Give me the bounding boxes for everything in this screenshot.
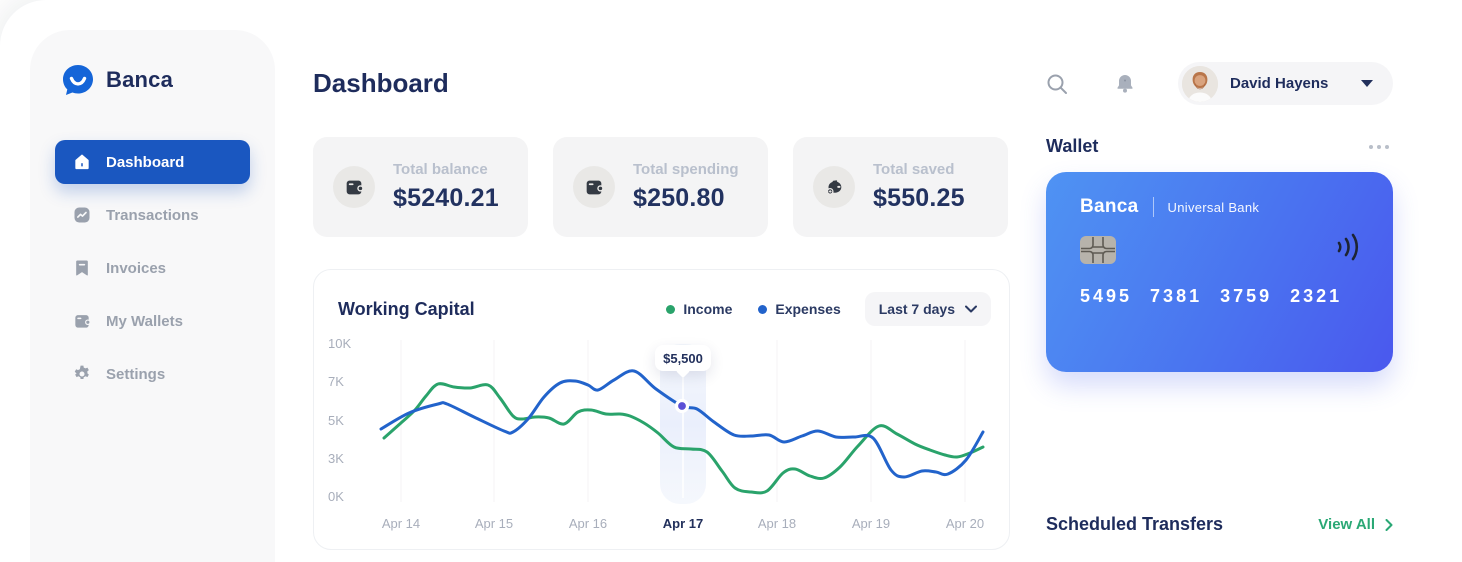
stat-value: $5240.21 bbox=[393, 184, 499, 212]
stat-label: Total balance bbox=[393, 161, 488, 178]
chip-icon bbox=[1080, 236, 1116, 264]
view-all-label: View All bbox=[1318, 516, 1375, 533]
transactions-icon bbox=[72, 205, 92, 225]
stat-card-total-spending: Total spending $250.80 bbox=[553, 137, 768, 237]
stat-card-total-saved: Total saved $550.25 bbox=[793, 137, 1008, 237]
header-actions: David Hayens bbox=[1044, 62, 1393, 105]
chart-legend: Income Expenses bbox=[666, 301, 841, 317]
x-tick: Apr 18 bbox=[757, 516, 797, 531]
gear-icon bbox=[72, 364, 92, 384]
expenses-dot-icon bbox=[758, 304, 768, 314]
chevron-down-icon bbox=[965, 305, 977, 313]
divider bbox=[1152, 197, 1154, 217]
sidebar-item-label: Transactions bbox=[106, 206, 199, 224]
chart-header: Working Capital Income Expenses Last 7 d… bbox=[314, 270, 1009, 326]
search-icon[interactable] bbox=[1044, 71, 1070, 97]
page-title: Dashboard bbox=[313, 68, 449, 98]
expenses-line bbox=[379, 369, 985, 479]
stat-value: $550.25 bbox=[873, 184, 965, 212]
working-capital-plot bbox=[379, 340, 985, 504]
x-tick: Apr 14 bbox=[381, 516, 421, 531]
chevron-right-icon bbox=[1385, 518, 1393, 531]
sidebar-item-my-wallets[interactable]: My Wallets bbox=[55, 299, 250, 343]
sidebar-item-label: My Wallets bbox=[106, 312, 183, 330]
wallet-title: Wallet bbox=[1046, 136, 1099, 156]
sidebar: Banca Dashboard Transactions Invoices bbox=[30, 30, 275, 562]
sidebar-item-label: Invoices bbox=[106, 259, 167, 277]
scheduled-transfers-title: Scheduled Transfers bbox=[1046, 514, 1224, 534]
legend-label: Income bbox=[683, 301, 733, 317]
sidebar-item-label: Settings bbox=[106, 365, 166, 383]
date-range-value: Last 7 days bbox=[878, 301, 955, 317]
bank-card-universal[interactable]: Banca Universal Bank 5495 7381 3759 2321… bbox=[1046, 172, 1393, 372]
y-tick: 10K bbox=[328, 336, 352, 351]
x-tick: Apr 19 bbox=[851, 516, 891, 531]
legend-item-expenses[interactable]: Expenses bbox=[758, 301, 841, 317]
user-menu[interactable]: David Hayens bbox=[1178, 62, 1393, 105]
user-name: David Hayens bbox=[1230, 75, 1329, 92]
x-tick: Apr 20 bbox=[945, 516, 985, 531]
avatar bbox=[1182, 65, 1218, 102]
y-tick: 7K bbox=[328, 374, 344, 389]
y-tick: 5K bbox=[328, 413, 344, 428]
x-tick: Apr 16 bbox=[568, 516, 608, 531]
view-all-link[interactable]: View All bbox=[1318, 516, 1393, 533]
card-number: 5495 7381 3759 2321 bbox=[1080, 286, 1343, 306]
chart-title: Working Capital bbox=[338, 298, 475, 319]
wallet-header: Wallet bbox=[1046, 136, 1393, 157]
sidebar-item-dashboard[interactable]: Dashboard bbox=[55, 140, 250, 184]
sidebar-item-label: Dashboard bbox=[106, 153, 185, 171]
legend-item-income[interactable]: Income bbox=[666, 301, 732, 317]
sidebar-item-transactions[interactable]: Transactions bbox=[55, 193, 250, 237]
y-tick: 0K bbox=[328, 489, 344, 504]
stat-label: Total spending bbox=[633, 161, 739, 178]
income-line bbox=[382, 382, 985, 495]
date-range-select[interactable]: Last 7 days bbox=[864, 292, 991, 326]
wallet-icon bbox=[72, 311, 92, 331]
card-brand: Banca bbox=[1080, 196, 1139, 217]
chart-tooltip: $5,500 bbox=[655, 345, 711, 371]
invoices-icon bbox=[72, 258, 92, 278]
active-point-marker[interactable] bbox=[674, 398, 690, 414]
bell-icon[interactable] bbox=[1112, 71, 1138, 97]
more-options-icon[interactable] bbox=[1365, 141, 1393, 153]
sidebar-item-settings[interactable]: Settings bbox=[55, 352, 250, 396]
y-tick: 3K bbox=[328, 451, 344, 466]
brand: Banca bbox=[30, 30, 275, 98]
wallet-stat-icon bbox=[573, 166, 615, 208]
legend-label: Expenses bbox=[775, 301, 841, 317]
chevron-down-icon bbox=[1361, 80, 1373, 87]
stat-label: Total saved bbox=[873, 161, 955, 178]
banca-logo-icon bbox=[60, 62, 96, 98]
x-tick-active: Apr 17 bbox=[662, 516, 704, 531]
sidebar-item-invoices[interactable]: Invoices bbox=[55, 246, 250, 290]
wallet-stat-icon bbox=[333, 166, 375, 208]
brand-name: Banca bbox=[106, 67, 174, 92]
sidebar-nav: Dashboard Transactions Invoices My Walle… bbox=[30, 140, 275, 396]
stat-card-total-balance: Total balance $5240.21 bbox=[313, 137, 528, 237]
card-bank-name: Universal Bank bbox=[1167, 199, 1260, 215]
income-dot-icon bbox=[666, 304, 676, 314]
stat-value: $250.80 bbox=[633, 184, 725, 212]
x-tick: Apr 15 bbox=[474, 516, 514, 531]
scheduled-transfers-header: Scheduled Transfers View All bbox=[1046, 514, 1393, 535]
contactless-icon bbox=[1333, 230, 1365, 264]
card-brand-row: Banca Universal Bank bbox=[1046, 172, 1393, 218]
piggy-bank-icon bbox=[813, 166, 855, 208]
working-capital-card: 10K 7K 5K 3K 0K Apr 14 Apr 15 Apr 16 Apr… bbox=[313, 269, 1010, 550]
home-icon bbox=[72, 152, 92, 172]
